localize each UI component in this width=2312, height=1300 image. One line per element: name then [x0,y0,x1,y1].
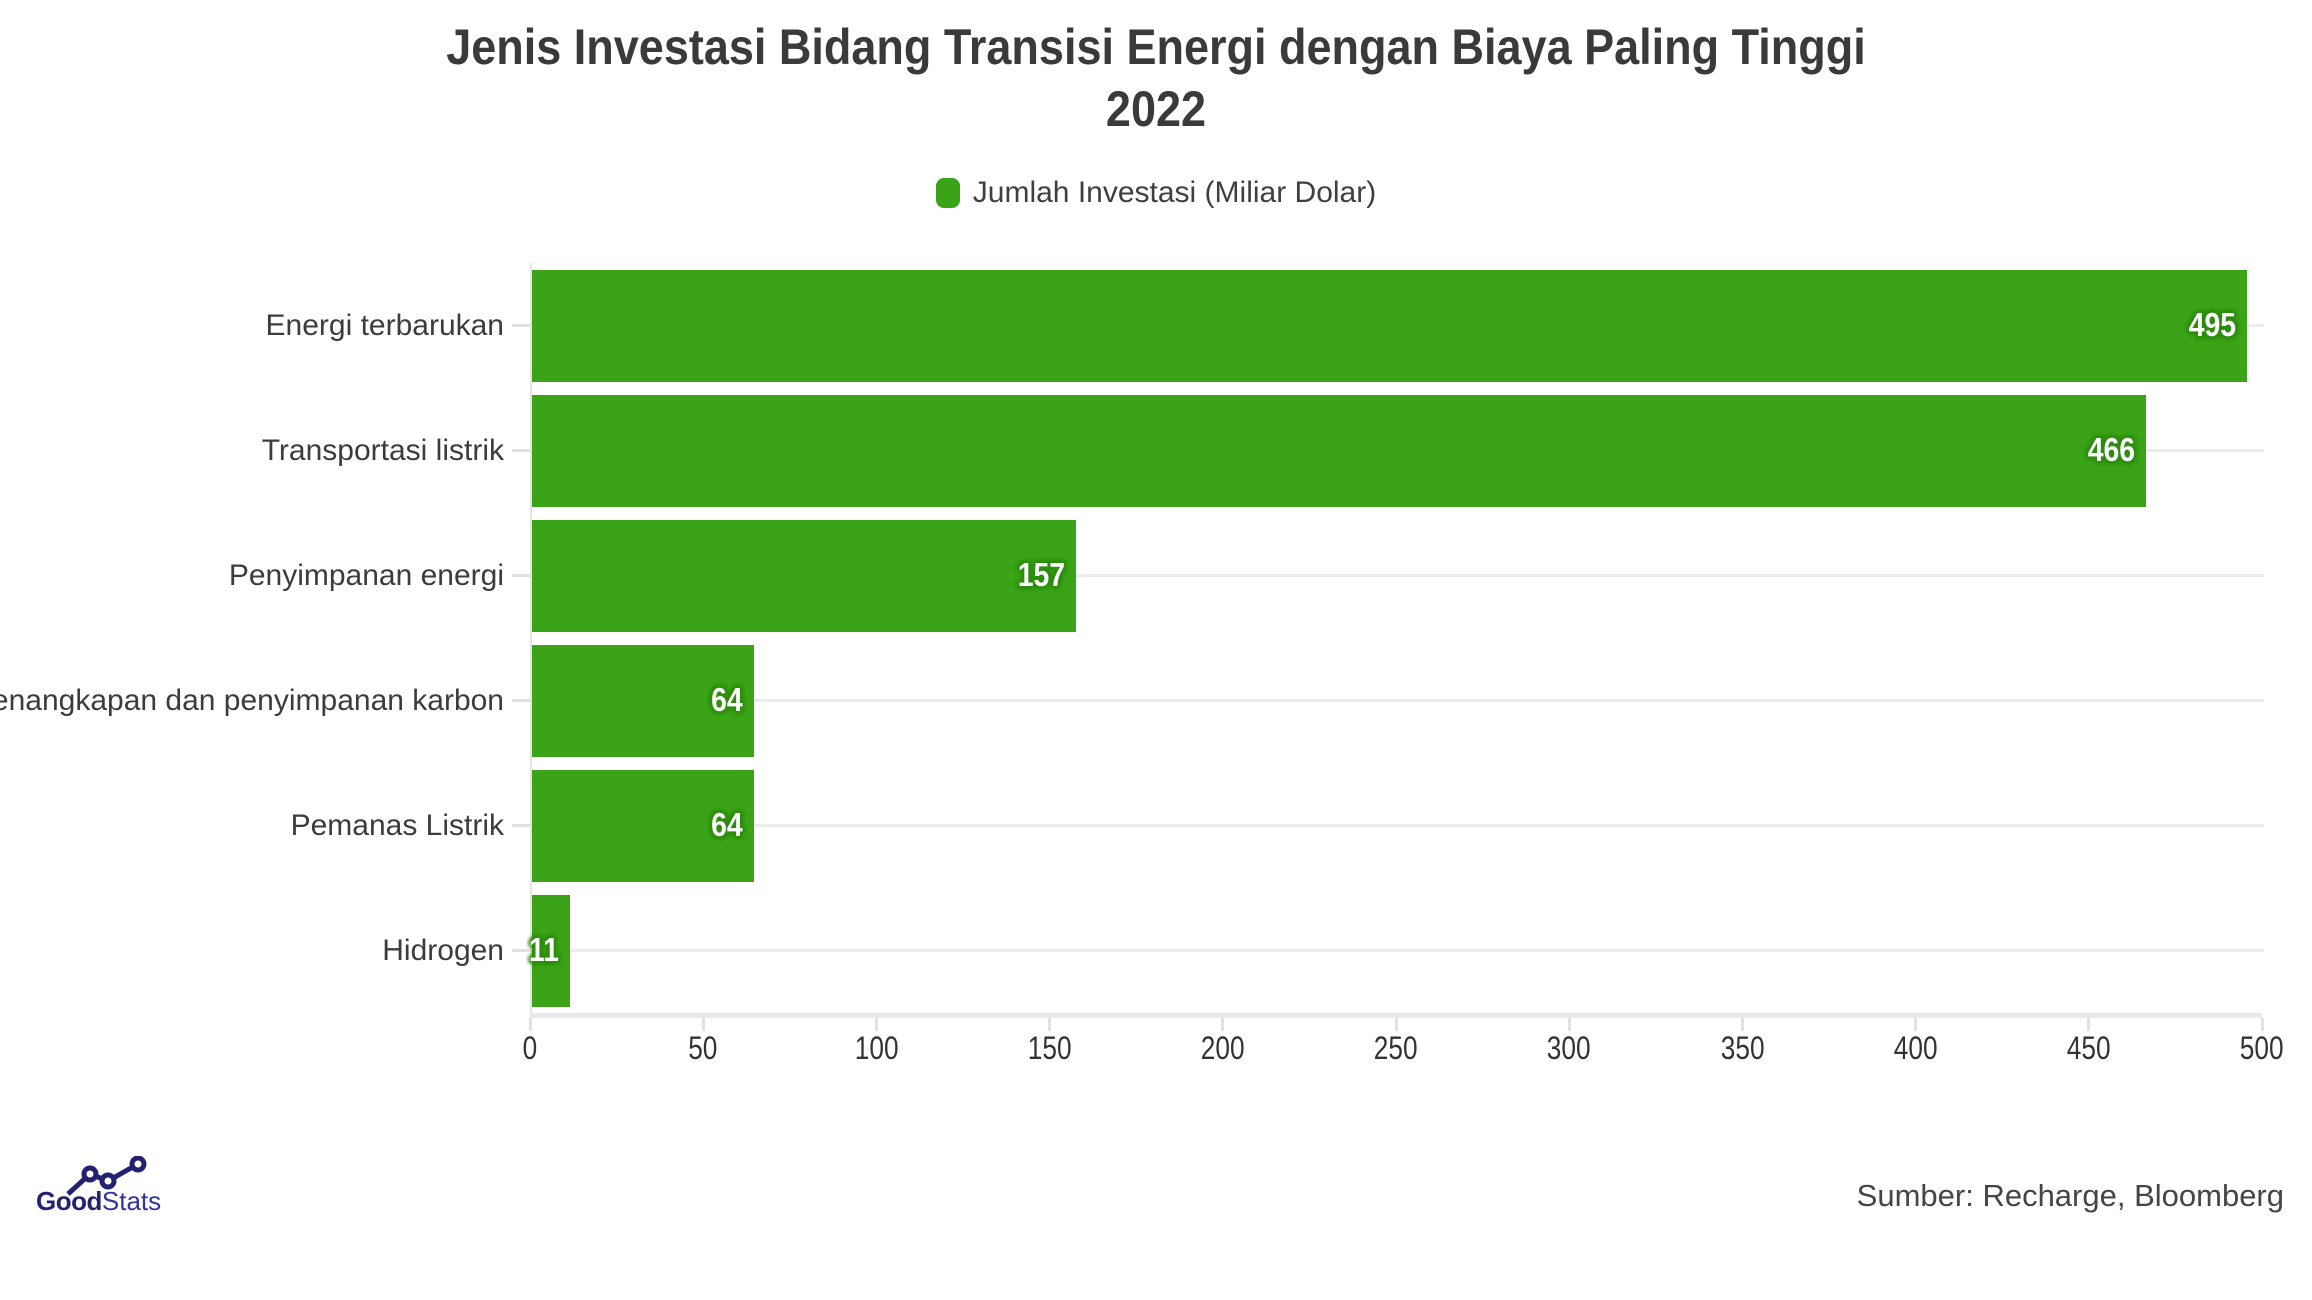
bar-2[interactable]: 466 [532,394,2147,507]
plot-area: 495 466 157 64 64 11 [529,263,2264,1013]
legend-label: Jumlah Investasi (Miliar Dolar) [972,176,1377,209]
category-tick [512,824,530,827]
x-axis-tick-label: 50 [688,1030,718,1066]
x-axis-tick [1567,1018,1571,1031]
bar-value-label: 64 [711,680,743,718]
bar-value-label: 466 [2087,430,2136,468]
legend-swatch-icon [935,178,960,208]
bar-6[interactable]: 11 [529,894,571,1007]
category-tick [512,449,530,452]
x-axis-tick-label: 450 [2066,1030,2111,1066]
x-axis-tick [701,1018,705,1031]
x-axis-tick [1221,1018,1225,1031]
x-axis-tick [874,1018,878,1031]
bar-value-label: 11 [529,930,560,968]
category-label: Penyimpanan energi [228,558,504,592]
x-axis-tick [1048,1018,1052,1031]
category-tick [512,949,530,952]
x-axis-tick-label: 300 [1547,1030,1592,1066]
row-gridline [532,824,2264,827]
goodstats-wordmark: GoodStats [36,1186,161,1217]
x-axis-tick [1740,1018,1744,1031]
trend-line-icon [66,1156,147,1196]
logo-good-text: Good [36,1186,102,1216]
category-label: Pemanas Listrik [290,808,504,842]
bar-5[interactable]: 64 [532,769,754,882]
x-axis-tick-label: 350 [1720,1030,1765,1066]
category-label: Transportasi listrik [261,433,504,467]
bar-value-label: 495 [2188,305,2236,343]
bar-value-label: 64 [711,805,743,843]
x-axis-tick-label: 500 [2240,1030,2284,1066]
category-label: Penangkapan dan penyimpanan karbon [0,683,504,717]
source-text: Sumber: Recharge, Bloomberg [1856,1178,2284,1213]
row-gridline [532,949,2264,952]
x-axis-line [530,1013,2262,1018]
x-axis-tick-label: 0 [522,1030,538,1066]
category-tick [512,574,530,577]
row-gridline [532,574,2264,577]
bar-1[interactable]: 495 [532,269,2247,382]
goodstats-logo: GoodStats [36,1156,216,1230]
chart-title-line2: 2022 [1105,81,1207,137]
chart-title-line1: Jenis Investasi Bidang Transisi Energi d… [446,19,1866,75]
x-axis-tick-label: 400 [1893,1030,1938,1066]
x-axis-tick [1914,1018,1918,1031]
logo-stats-text: Stats [101,1186,162,1216]
x-axis-tick [2087,1018,2091,1031]
legend[interactable]: Jumlah Investasi (Miliar Dolar) [0,176,2312,210]
category-axis: Energi terbarukan Transportasi listrik Pen… [0,263,512,1013]
bar-3[interactable]: 157 [532,519,1076,632]
x-axis-tick-label: 200 [1200,1030,1245,1066]
bar-4[interactable]: 64 [532,644,754,757]
row-gridline [532,699,2264,702]
bar-value-label: 157 [1017,555,1065,593]
category-tick [512,324,530,327]
category-tick [512,699,530,702]
x-axis-tick [528,1018,532,1031]
category-label: Energi terbarukan [265,308,504,342]
chart-title: Jenis Investasi Bidang Transisi Energi d… [0,16,2312,140]
x-axis-tick [1394,1018,1398,1031]
x-axis-tick-label: 100 [854,1030,899,1066]
x-axis-tick [2260,1018,2264,1031]
x-axis-tick-label: 150 [1027,1030,1072,1066]
category-label: Hidrogen [382,933,504,967]
x-axis-tick-label: 250 [1374,1030,1418,1066]
